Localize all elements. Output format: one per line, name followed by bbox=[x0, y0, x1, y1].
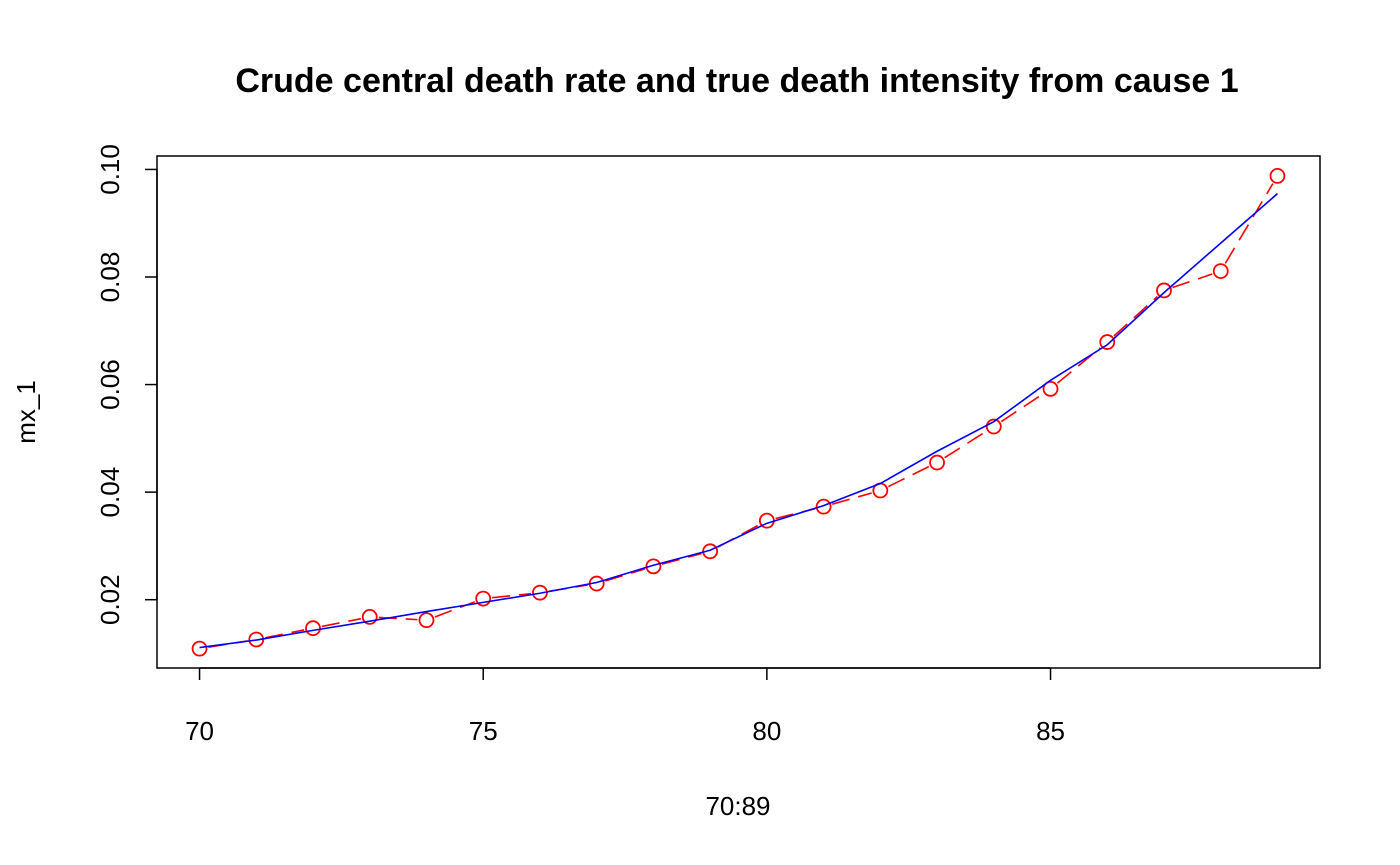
series-0-segment bbox=[888, 465, 930, 488]
series-0-point bbox=[418, 612, 435, 629]
x-axis-label: 70:89 bbox=[705, 791, 770, 821]
series-0-point bbox=[1269, 167, 1286, 184]
x-tick-label: 80 bbox=[752, 716, 781, 746]
series-0-segment bbox=[1224, 183, 1274, 264]
series-0-segment bbox=[944, 430, 987, 459]
series-0-segment bbox=[1056, 347, 1101, 384]
series-0-point bbox=[1099, 334, 1116, 350]
series-0-point bbox=[645, 558, 662, 575]
series-0-point bbox=[1042, 380, 1059, 397]
series-0-point bbox=[1212, 263, 1229, 279]
plot-frame bbox=[156, 155, 1321, 669]
series-0-segment bbox=[1113, 295, 1158, 337]
x-axis: 70 75 80 85 bbox=[185, 667, 1065, 746]
series-0-point bbox=[361, 609, 378, 625]
series-layer bbox=[191, 167, 1286, 657]
series-0-point bbox=[475, 590, 492, 607]
x-tick-label: 70 bbox=[185, 716, 214, 746]
x-tick-label: 85 bbox=[1036, 716, 1065, 746]
series-0-segment bbox=[321, 617, 362, 628]
y-tick-label: 0.04 bbox=[95, 467, 125, 518]
series-0-segment bbox=[1172, 273, 1213, 289]
series-0-point bbox=[985, 418, 1002, 435]
y-tick-label: 0.06 bbox=[95, 359, 125, 410]
x-tick-label: 75 bbox=[469, 716, 498, 746]
series-0-point bbox=[191, 640, 208, 657]
series-0-segment bbox=[492, 592, 532, 599]
y-axis-label: mx_1 bbox=[11, 380, 41, 444]
series-0-segment bbox=[264, 629, 305, 639]
series-0-point bbox=[815, 498, 832, 515]
series-0-point bbox=[929, 454, 945, 471]
y-axis: 0.02 0.04 0.06 0.08 0.10 bbox=[95, 144, 158, 625]
series-0-segment bbox=[832, 492, 872, 505]
series-0-point bbox=[1156, 282, 1172, 299]
series-0-segment bbox=[661, 552, 702, 565]
series-0-point bbox=[305, 620, 321, 637]
series-0-segment bbox=[1000, 393, 1044, 423]
chart-title: Crude central death rate and true death … bbox=[235, 62, 1238, 100]
series-0-segment bbox=[605, 568, 646, 582]
y-tick-label: 0.02 bbox=[95, 574, 125, 625]
series-1-line bbox=[199, 193, 1278, 649]
y-tick-label: 0.08 bbox=[95, 252, 125, 303]
y-tick-label: 0.10 bbox=[95, 144, 125, 195]
